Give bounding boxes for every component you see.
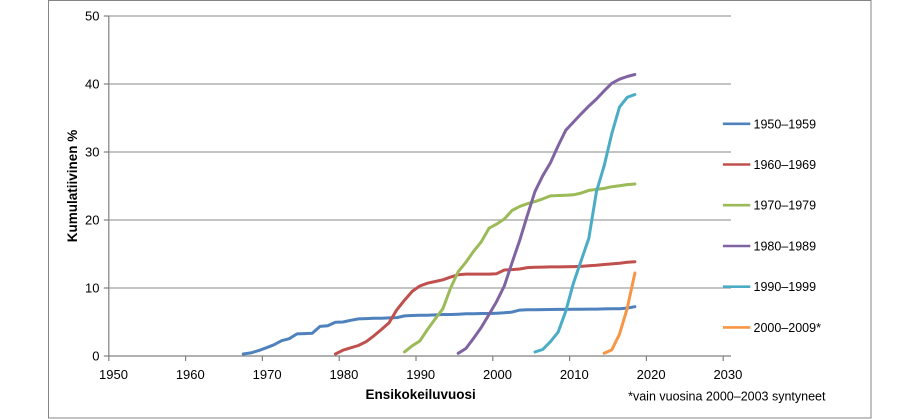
svg-text:0: 0 [92,349,99,364]
svg-text:2030: 2030 [713,367,742,382]
svg-text:2000–2009*: 2000–2009* [754,321,822,335]
svg-text:50: 50 [85,9,99,24]
svg-text:1990–1999: 1990–1999 [754,280,817,294]
svg-text:2010: 2010 [560,367,589,382]
svg-text:1960–1969: 1960–1969 [754,158,817,172]
svg-text:1990: 1990 [406,367,435,382]
svg-text:Kumulatiivinen %: Kumulatiivinen % [65,130,80,243]
svg-text:40: 40 [85,77,99,92]
svg-text:1970: 1970 [253,367,282,382]
svg-text:Ensikokeiluvuosi: Ensikokeiluvuosi [365,387,475,402]
svg-text:1980: 1980 [329,367,358,382]
svg-text:1960: 1960 [176,367,205,382]
svg-text:1980–1989: 1980–1989 [754,240,817,254]
svg-text:2020: 2020 [637,367,666,382]
svg-text:2000: 2000 [483,367,512,382]
svg-text:*vain vuosina 2000–2003 syntyn: *vain vuosina 2000–2003 syntyneet [628,389,826,403]
svg-text:20: 20 [85,213,99,228]
svg-text:30: 30 [85,145,99,160]
svg-text:1950–1959: 1950–1959 [754,117,817,131]
svg-text:10: 10 [85,281,99,296]
svg-text:1950: 1950 [99,367,128,382]
svg-text:1970–1979: 1970–1979 [754,199,817,213]
